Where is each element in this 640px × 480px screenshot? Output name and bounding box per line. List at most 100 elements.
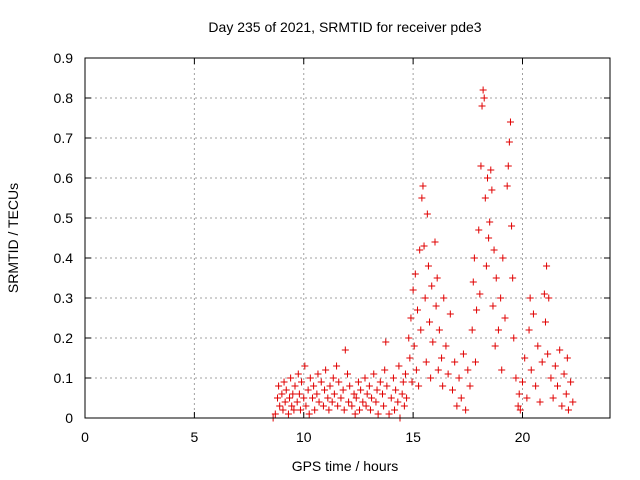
data-point bbox=[526, 294, 534, 302]
data-point bbox=[398, 390, 406, 398]
y-tick-label: 0.3 bbox=[54, 290, 74, 306]
data-point bbox=[359, 398, 367, 406]
data-point bbox=[503, 182, 511, 190]
data-point bbox=[356, 406, 364, 414]
data-point bbox=[400, 402, 408, 410]
data-point bbox=[350, 390, 358, 398]
data-point bbox=[282, 386, 290, 394]
data-point bbox=[466, 382, 474, 390]
data-point bbox=[477, 162, 485, 170]
data-point bbox=[486, 218, 494, 226]
data-point bbox=[333, 362, 341, 370]
data-point bbox=[291, 382, 299, 390]
x-tick-label: 5 bbox=[190, 429, 198, 445]
data-point bbox=[389, 374, 397, 382]
data-point bbox=[501, 314, 509, 322]
data-point bbox=[455, 374, 463, 382]
data-point bbox=[414, 306, 421, 314]
data-point bbox=[293, 398, 301, 406]
data-point bbox=[410, 342, 418, 350]
data-point bbox=[485, 234, 493, 242]
data-point bbox=[302, 402, 310, 410]
data-point bbox=[416, 246, 424, 254]
data-point bbox=[556, 346, 564, 354]
data-point bbox=[275, 382, 283, 390]
data-point bbox=[427, 374, 435, 382]
data-point bbox=[562, 390, 570, 398]
y-axis-label: SRMTID / TECUs bbox=[5, 183, 21, 293]
data-point bbox=[519, 378, 526, 386]
data-point bbox=[363, 390, 371, 398]
data-point bbox=[558, 402, 566, 410]
data-point bbox=[376, 378, 384, 386]
data-point bbox=[451, 358, 459, 366]
data-point bbox=[428, 282, 436, 290]
data-point bbox=[409, 286, 417, 294]
x-tick-label: 10 bbox=[296, 429, 312, 445]
data-point bbox=[387, 394, 395, 402]
data-point bbox=[453, 402, 461, 410]
data-point bbox=[401, 370, 409, 378]
data-point bbox=[482, 262, 490, 270]
y-tick-label: 0 bbox=[65, 410, 73, 426]
data-point bbox=[324, 394, 332, 402]
data-point bbox=[462, 406, 470, 414]
data-point bbox=[348, 402, 356, 410]
data-point bbox=[423, 210, 431, 218]
data-point bbox=[567, 378, 575, 386]
data-point bbox=[505, 138, 513, 146]
data-point bbox=[476, 290, 484, 298]
data-point bbox=[326, 382, 334, 390]
data-point bbox=[279, 406, 287, 414]
y-tick-label: 0.1 bbox=[54, 370, 74, 386]
data-point bbox=[381, 366, 389, 374]
data-point bbox=[509, 274, 517, 282]
x-axis-label: GPS time / hours bbox=[292, 458, 399, 474]
data-point bbox=[408, 378, 416, 386]
data-point bbox=[420, 242, 428, 250]
data-point bbox=[435, 326, 443, 334]
data-point bbox=[330, 390, 338, 398]
data-point bbox=[380, 402, 388, 410]
data-point bbox=[313, 390, 321, 398]
data-point bbox=[433, 274, 441, 282]
data-point bbox=[366, 406, 374, 414]
data-point bbox=[457, 394, 465, 402]
data-point bbox=[368, 394, 376, 402]
data-point bbox=[278, 390, 286, 398]
data-point bbox=[523, 394, 531, 402]
x-axis-ticks: 0 5 10 15 20 bbox=[81, 58, 530, 445]
data-point bbox=[547, 374, 555, 382]
data-point bbox=[481, 194, 489, 202]
data-point bbox=[564, 406, 572, 414]
data-point bbox=[385, 410, 393, 418]
data-point bbox=[373, 386, 381, 394]
data-point bbox=[504, 162, 512, 170]
y-tick-label: 0.4 bbox=[54, 250, 74, 266]
data-point bbox=[354, 378, 362, 386]
data-point bbox=[431, 238, 439, 246]
y-tick-label: 0.7 bbox=[54, 130, 74, 146]
data-point bbox=[305, 410, 313, 418]
data-point bbox=[280, 378, 288, 386]
y-tick-label: 0.6 bbox=[54, 170, 74, 186]
data-point bbox=[506, 118, 514, 126]
data-point bbox=[512, 374, 520, 382]
data-points bbox=[269, 86, 577, 422]
data-point bbox=[469, 278, 477, 286]
data-point bbox=[362, 402, 370, 410]
data-point bbox=[411, 270, 419, 278]
data-point bbox=[440, 294, 448, 302]
data-point bbox=[478, 102, 486, 110]
data-point bbox=[412, 366, 420, 374]
data-point bbox=[442, 342, 450, 350]
data-point bbox=[403, 394, 411, 402]
data-point bbox=[563, 354, 571, 362]
data-point bbox=[406, 354, 414, 362]
data-point bbox=[322, 366, 330, 374]
data-point bbox=[335, 378, 343, 386]
data-point bbox=[276, 402, 284, 410]
data-point bbox=[300, 394, 308, 402]
data-point bbox=[310, 382, 318, 390]
data-point bbox=[544, 350, 552, 358]
